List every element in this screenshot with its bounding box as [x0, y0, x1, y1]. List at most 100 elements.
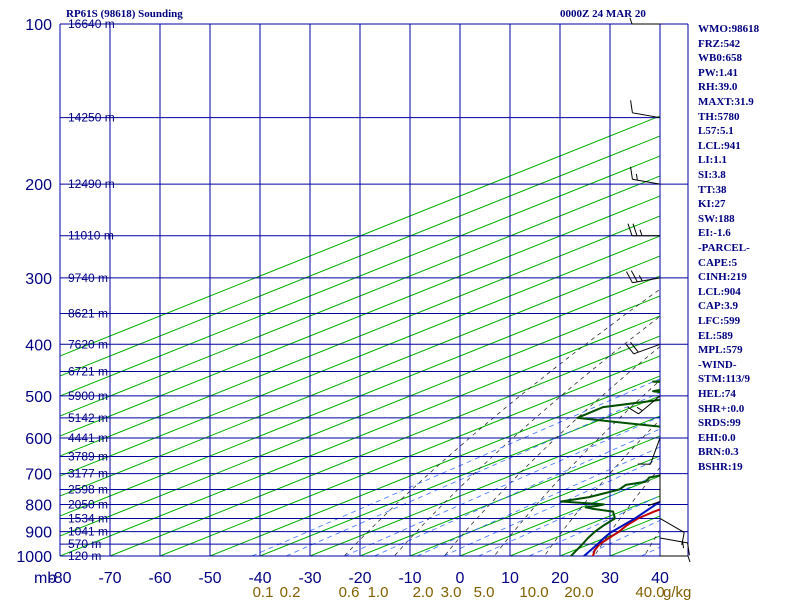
isotherm-line: [159, 355, 660, 556]
index-item: PW:1.41: [698, 66, 739, 79]
wind-barb-flag: [639, 229, 643, 236]
pressure-tick-label: 1000: [16, 549, 52, 566]
wind-barb-flag: [647, 501, 661, 507]
mixing-ratio-label: 0.2: [280, 584, 301, 600]
height-label: 7620 m: [68, 337, 108, 351]
dry-adiabat-line: [493, 379, 660, 556]
index-item: LCL:904: [698, 285, 741, 298]
isotherm-line: [60, 135, 660, 377]
chart-title: RP61S (98618) Sounding: [66, 8, 183, 20]
temp-tick-label: -30: [298, 570, 321, 587]
mixing-ratio-label: 0.1: [253, 584, 274, 600]
mixing-ratio-label: 2.0: [413, 584, 434, 600]
isotherm-line: [359, 435, 660, 556]
temp-tick-label: -50: [198, 570, 221, 587]
mixing-ratio-unit: g/kg: [663, 584, 691, 600]
wind-barb-flag: [630, 270, 638, 283]
height-label: 120 m: [68, 549, 101, 563]
isotherm-line: [60, 175, 660, 417]
wind-barb: [649, 437, 661, 465]
index-item: HEL:74: [698, 388, 736, 400]
wind-barb: [633, 343, 661, 355]
height-label: 2050 m: [68, 497, 108, 511]
index-item: MPL:579: [698, 344, 743, 357]
index-item: SW:188: [698, 212, 735, 225]
index-item: STM:113/9: [698, 373, 750, 386]
index-item: BRN:0.3: [698, 446, 739, 459]
height-label: 5142 m: [68, 411, 108, 425]
index-item: EHI:0.0: [698, 431, 736, 444]
pressure-unit-label: mb: [34, 570, 56, 587]
height-label: 1041 m: [68, 525, 108, 539]
wind-barb: [632, 178, 661, 185]
height-label: 2598 m: [68, 483, 108, 497]
height-label: 1534 m: [68, 511, 108, 525]
pressure-tick-label: 600: [25, 431, 52, 448]
index-item: WMO:98618: [698, 23, 760, 35]
parcel-line: [583, 500, 660, 556]
mixing-ratio-label: 0.6: [339, 584, 360, 600]
temperature-line: [591, 508, 660, 556]
pressure-tick-label: 700: [25, 467, 52, 484]
temp-tick-label: -40: [248, 570, 271, 587]
temp-tick-label: 0: [456, 570, 465, 587]
index-item: LCL:941: [698, 139, 741, 152]
isotherm-line: [409, 455, 660, 556]
height-label: 570 m: [68, 537, 101, 551]
height-label: 4441 m: [68, 431, 108, 445]
height-label: 16640 m: [68, 17, 115, 31]
index-item: CINH:219: [698, 271, 747, 284]
index-item: LI:1.1: [698, 154, 728, 167]
pressure-tick-label: 300: [25, 271, 52, 288]
isotherm-line: [60, 315, 660, 556]
wind-barbs: [625, 17, 691, 563]
temp-tick-label: 30: [601, 570, 619, 587]
dry-adiabat-line: [343, 288, 660, 556]
index-item: SHR+:0.0: [698, 402, 745, 415]
index-item: RH:39.0: [698, 81, 738, 94]
dry-adiabats: [343, 24, 800, 567]
wind-barb: [632, 112, 661, 119]
wind-barb: [659, 518, 685, 533]
isotherm-line: [259, 395, 660, 556]
mixing-ratio-label: 1.0: [368, 584, 389, 600]
index-item: FRZ:542: [698, 37, 741, 50]
dry-adiabat-line: [790, 24, 800, 567]
pressure-tick-label: 900: [25, 525, 52, 542]
wind-barb-flag: [632, 223, 638, 236]
wind-barb-flag: [681, 532, 685, 545]
pressure-tick-label: 200: [25, 177, 52, 194]
sounding-traces: [560, 380, 660, 556]
index-item: -WIND-: [698, 358, 737, 371]
skewed-isotherms: [60, 115, 660, 556]
wind-barb-flag: [630, 341, 639, 353]
isotherm-line: [60, 195, 660, 437]
wind-barb-flag: [630, 100, 633, 113]
temp-tick-label: -70: [98, 570, 121, 587]
wind-barb-flag: [687, 542, 690, 556]
isotherm-line: [60, 275, 660, 517]
isotherm-line: [60, 155, 660, 397]
height-label: 11010 m: [68, 229, 114, 243]
pressure-tick-label: 400: [25, 337, 52, 354]
index-item: SI:3.8: [698, 169, 726, 181]
temp-tick-label: 10: [501, 570, 519, 587]
dry-adiabat-line: [543, 419, 660, 556]
pressure-tick-label: 500: [25, 389, 52, 406]
mixing-ratio-label: 40.0: [635, 584, 664, 600]
dry-adiabat-line: [593, 466, 660, 556]
wind-barb-flag: [625, 271, 633, 283]
mixing-ratio-label: 3.0: [441, 584, 462, 600]
dry-adiabat-line: [393, 315, 660, 556]
height-label: 3177 m: [68, 467, 108, 481]
index-item: SRDS:99: [698, 417, 741, 430]
wind-barb-flag: [636, 406, 643, 412]
index-item: EL:589: [698, 329, 733, 342]
wind-barb-flag: [627, 223, 633, 236]
height-label: 3789 m: [68, 449, 108, 463]
dewpoint-line: [560, 380, 660, 556]
index-item: MAXT:31.9: [698, 96, 754, 108]
mixing-ratio-label: 5.0: [474, 584, 495, 600]
index-item: LFC:599: [698, 315, 741, 327]
